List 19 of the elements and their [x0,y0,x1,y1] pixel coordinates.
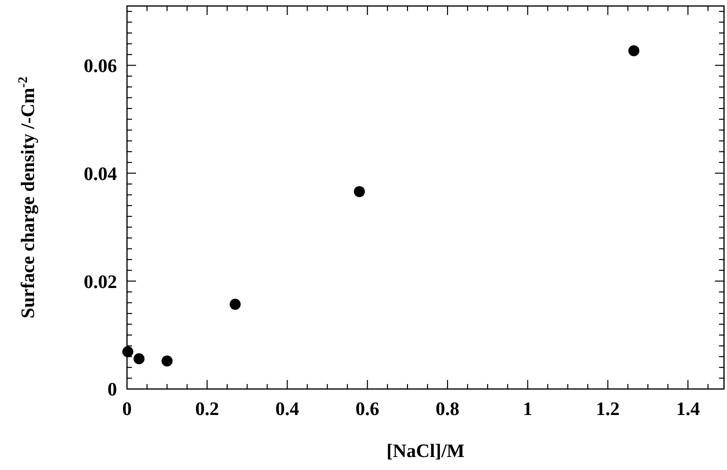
point [162,355,173,366]
x-tick-label: 1.4 [676,399,700,420]
x-tick-label: 0.6 [356,399,380,420]
x-tick-label: 1.2 [596,399,620,420]
x-tick-label: 0 [122,399,132,420]
y-tick-label: 0 [108,380,117,401]
y-tick-label: 0.02 [84,272,117,293]
point [134,353,145,364]
point [230,298,241,310]
point [354,186,365,198]
point [628,45,640,56]
y-tick-label: 0.06 [84,56,117,77]
x-axis-title: [NaCl]/M [386,441,465,462]
point [122,346,134,358]
y-tick-label: 0.04 [84,164,118,185]
x-tick-label: 0.4 [275,399,300,420]
x-tick-label: 0.2 [195,399,220,420]
x-tick-label: 0.8 [436,399,460,420]
x-tick-label: 1 [522,399,532,420]
